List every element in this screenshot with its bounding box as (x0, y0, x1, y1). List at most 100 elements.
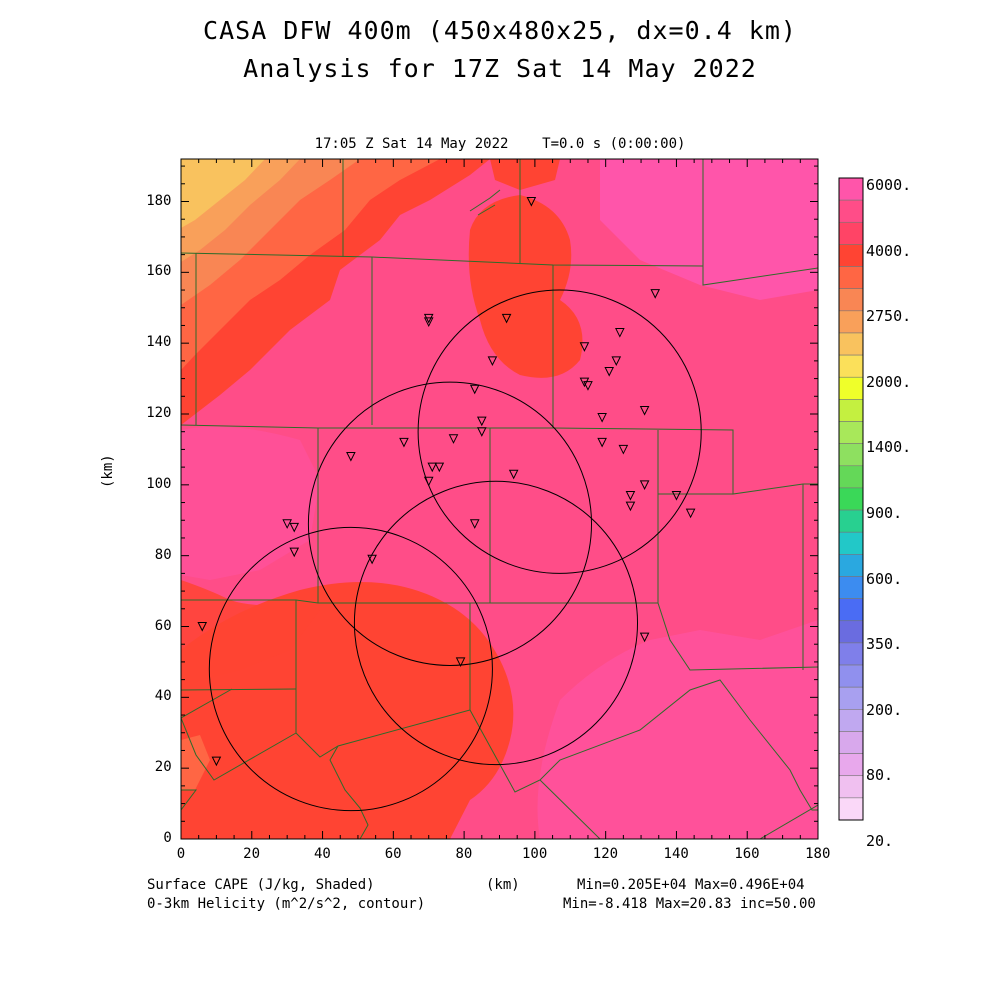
station-marker (625, 490, 636, 501)
x-tick-label: 40 (313, 846, 331, 862)
y-tick-label: 0 (163, 830, 172, 846)
cape-gold (181, 159, 265, 228)
colorbar-label: 20. (866, 832, 894, 850)
colorbar (838, 177, 864, 821)
colorbar-swatch (838, 620, 864, 644)
station-marker (399, 437, 409, 448)
y-tick-label: 40 (154, 688, 172, 705)
colorbar-swatch (838, 686, 864, 710)
colorbar-swatch (838, 288, 864, 312)
station-marker (289, 547, 300, 558)
colorbar-swatch (838, 642, 864, 666)
cape-pink-patch-w (181, 426, 320, 580)
cape-orange-spot-sw (181, 735, 210, 790)
station-marker (508, 469, 519, 480)
station-marker (639, 632, 650, 643)
colorbar-swatch (838, 664, 864, 688)
colorbar-label: 4000. (866, 241, 912, 260)
colorbar-swatch (838, 753, 864, 777)
x-tick-label: 100 (521, 846, 548, 862)
colorbar-swatch (838, 354, 864, 378)
county-boundaries (181, 159, 818, 839)
x-axis-label: (km) (486, 877, 520, 893)
colorbar-swatch (838, 598, 864, 622)
range-ring-4 (208, 526, 493, 812)
station-marker (625, 501, 636, 512)
station-marker (211, 756, 222, 767)
colorbar-swatch (838, 399, 864, 422)
station-marker (639, 480, 650, 490)
colorbar-swatch (838, 731, 864, 754)
footer-contour-minmax: Min=-8.418 Max=20.83 inc=50.00 (563, 896, 816, 912)
x-tick-label: 80 (455, 846, 473, 862)
colorbar-swatch (838, 509, 864, 533)
station-marker (423, 476, 434, 487)
figure-subtitle: Analysis for 17Z Sat 14 May 2022 (243, 54, 757, 83)
colorbar-swatch (838, 531, 864, 555)
x-tick-label: 60 (384, 846, 402, 862)
y-tick-label: 160 (146, 263, 172, 280)
colorbar-swatch (838, 709, 864, 732)
colorbar-swatch (838, 244, 864, 267)
station-marker (597, 437, 607, 448)
station-marker (197, 622, 208, 632)
colorbar-swatch (838, 775, 864, 799)
station-marker (639, 405, 650, 416)
y-tick-label: 140 (146, 334, 172, 351)
station-marker (282, 519, 292, 529)
station-marker (289, 522, 300, 533)
station-marker (427, 462, 438, 473)
station-markers (197, 197, 696, 767)
cape-red-blob-n (468, 195, 583, 378)
colorbar-swatch (838, 576, 864, 599)
footer-shaded-minmax: Min=0.205E+04 Max=0.496E+04 (577, 877, 805, 893)
colorbar-label: 2000. (866, 372, 912, 391)
axis-ticks (180, 159, 819, 840)
station-marker (604, 367, 615, 377)
station-marker (611, 356, 622, 366)
y-tick-label: 180 (146, 192, 172, 209)
station-marker (597, 413, 607, 423)
station-marker (367, 554, 377, 565)
station-marker (455, 657, 466, 668)
x-tick-label: 120 (592, 846, 619, 862)
station-marker (469, 519, 480, 529)
station-marker (423, 317, 434, 328)
station-marker (346, 452, 356, 462)
colorbar-label: 900. (866, 504, 903, 522)
footer-contour-field: 0-3km Helicity (m^2/s^2, contour) (147, 896, 426, 912)
colorbar-swatch (838, 421, 864, 444)
y-tick-label: 80 (154, 546, 172, 563)
footer-shaded-field: Surface CAPE (J/kg, Shaded) (147, 877, 375, 893)
colorbar-swatch (838, 177, 864, 201)
station-marker (618, 444, 629, 455)
colorbar-swatch (838, 797, 864, 821)
colorbar-label: 1400. (866, 438, 912, 457)
colorbar-label: 6000. (866, 176, 912, 194)
station-marker (501, 313, 512, 324)
station-marker (434, 462, 445, 473)
station-marker (583, 381, 593, 391)
station-marker (615, 328, 625, 338)
cape-high-zone-se (537, 620, 818, 839)
x-tick-label: 140 (663, 846, 689, 862)
colorbar-swatch (838, 376, 864, 400)
valid-time-label: 17:05 Z Sat 14 May 2022 T=0.0 s (0:00:00… (314, 136, 686, 152)
colorbar-swatch (838, 310, 864, 334)
range-ring-3 (353, 480, 639, 766)
cape-high-zone-ne (600, 159, 818, 300)
colorbar-swatch (838, 266, 864, 289)
colorbar-label: 200. (866, 700, 903, 719)
range-ring-1 (417, 289, 702, 574)
y-axis-label: (km) (100, 454, 116, 488)
x-tick-label: 180 (805, 846, 831, 862)
station-marker (671, 490, 682, 501)
station-marker (476, 416, 487, 427)
station-marker (579, 342, 590, 352)
x-tick-label: 160 (734, 846, 760, 862)
colorbar-swatch (838, 554, 864, 577)
y-tick-label: 120 (146, 405, 172, 421)
colorbar-swatch (838, 465, 864, 489)
radar-range-rings (208, 289, 702, 812)
